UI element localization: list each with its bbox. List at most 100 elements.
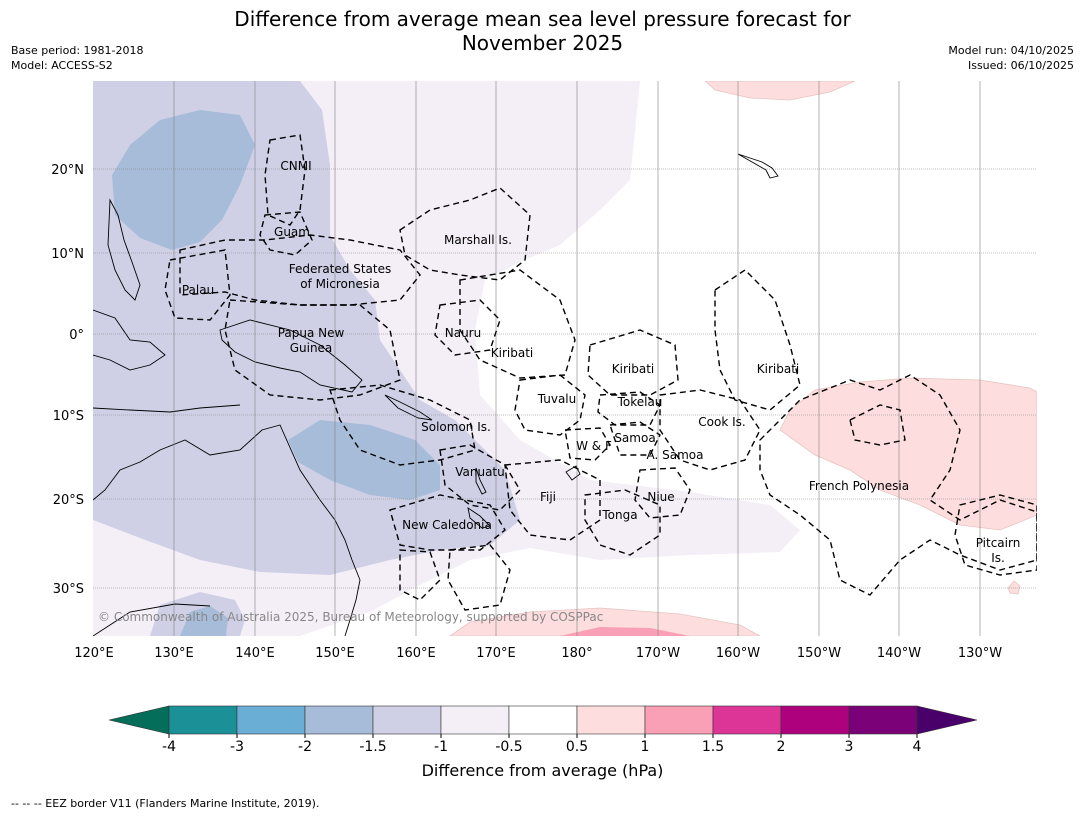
anomaly-field-plus-0.5-small: [1007, 580, 1021, 595]
anomaly-field-minus-1.5-north: [112, 110, 255, 250]
issued-date: Issued: 06/10/2025: [967, 59, 1074, 72]
lat-label-10n: 10°N: [51, 247, 84, 262]
label-pitcairn-line2: Is.: [991, 551, 1005, 565]
place-labels: CNMI Guam Marshall Is. Federated States …: [182, 159, 1020, 565]
label-kiribati-east: Kiribati: [757, 362, 799, 376]
label-samoa: Samoa: [614, 431, 655, 445]
colorbar-segment: [236, 705, 306, 735]
lon-label-130w: 130°W: [958, 646, 1002, 661]
lat-label-20s: 20°S: [53, 493, 84, 508]
anomaly-field-plus-1-south: [560, 627, 690, 636]
eez-cnmi: [264, 134, 306, 226]
eez-french-polynesia: [759, 374, 1037, 596]
label-tokelau: Tokelau: [617, 395, 663, 409]
meta-left: Base period: 1981-2018 Model: ACCESS-S2: [11, 43, 143, 73]
label-wallis-futuna: W & F: [576, 439, 612, 453]
eez-tuvalu: [514, 374, 586, 436]
label-niue: Niue: [647, 490, 674, 504]
base-period: Base period: 1981-2018: [11, 44, 144, 57]
philippines-coast: [107, 198, 141, 301]
eez-legend-note: -- -- -- EEZ border V11 (Flanders Marine…: [11, 797, 320, 810]
lon-label-170e: 170°E: [476, 646, 516, 661]
label-pitcairn-line1: Pitcairn: [976, 536, 1021, 550]
borneo-sulawesi-coast: [93, 309, 166, 371]
lon-label-150w: 150°W: [797, 646, 841, 661]
anomaly-field-minus-1.5-coral-sea: [288, 420, 440, 500]
eez-nauru: [434, 299, 501, 356]
meta-right: Model run: 04/10/2025 Issued: 06/10/2025: [948, 43, 1074, 73]
label-kiribati-west: Kiribati: [491, 346, 533, 360]
eez-niue: [634, 467, 691, 519]
eez-kiribati-central: [587, 329, 679, 396]
label-cook-islands: Cook Is.: [698, 415, 745, 429]
label-tuvalu: Tuvalu: [537, 392, 577, 406]
colorbar-segment: [712, 705, 782, 735]
lon-label-180: 180°: [561, 646, 592, 661]
colorbar-tick-label: -1.5: [359, 739, 386, 755]
colorbar-segment: [576, 705, 646, 735]
anomaly-field-plus-0.5-east: [779, 377, 1037, 531]
new-zealand-coast: [93, 603, 211, 636]
colorbar-tick-label: -4: [162, 739, 176, 755]
label-american-samoa: A. Samoa: [647, 448, 704, 462]
label-fsm-line1: Federated States: [289, 262, 391, 276]
eez-tonga: [584, 489, 661, 556]
label-solomon-islands: Solomon Is.: [421, 420, 491, 434]
anomaly-field-minus-1.5-south: [180, 606, 228, 636]
colorbar-segment: [168, 705, 238, 735]
colorbar-tick-label: 1.5: [702, 739, 724, 755]
label-nauru: Nauru: [445, 326, 481, 340]
label-kiribati-central: Kiribati: [612, 362, 654, 376]
colorbar-tick-label: 4: [913, 739, 922, 755]
lat-label-20n: 20°N: [51, 163, 84, 178]
map-area: CNMI Guam Marshall Is. Federated States …: [93, 81, 1037, 636]
copyright-notice: © Commonwealth of Australia 2025, Bureau…: [98, 610, 603, 624]
colorbar-tick-label: -0.5: [495, 739, 522, 755]
label-fiji: Fiji: [540, 490, 556, 504]
lat-label-0: 0°: [69, 328, 84, 343]
new-guinea-coast: [219, 319, 363, 393]
colorbar-segment: [304, 705, 374, 735]
lon-label-170w: 170°W: [636, 646, 680, 661]
new-caledonia-coast: [467, 507, 491, 529]
eez-lord-howe: [399, 549, 441, 601]
label-french-polynesia: French Polynesia: [809, 479, 909, 493]
colorbar-tick-label: -1: [434, 739, 448, 755]
label-png-line2: Guinea: [290, 341, 333, 355]
hawaii-coast: [737, 153, 779, 179]
lat-axis-labels: 20°N 10°N 0° 10°S 20°S 30°S: [51, 163, 84, 597]
lon-axis-labels: 120°E 130°E 140°E 150°E 160°E 170°E 180°…: [74, 646, 1002, 661]
eez-cook-islands: [659, 389, 761, 471]
anomaly-field-plus-0.5-south: [449, 607, 761, 636]
label-fsm-line2: of Micronesia: [300, 277, 380, 291]
colorbar-tick-label: 3: [845, 739, 854, 755]
colorbar-label: Difference from average (hPa): [421, 761, 664, 780]
fiji-coast: [565, 465, 581, 481]
colorbar-tick-label: 2: [777, 739, 786, 755]
eez-vanuatu: [439, 444, 521, 511]
colorbar-ticks: -4 -3 -2 -1.5 -1 -0.5 0.5 1 1.5 2 3 4: [162, 734, 922, 755]
eez-samoa: [609, 421, 661, 456]
timor-java-coast: [93, 404, 241, 413]
eez-png: [224, 299, 401, 401]
colorbar-tick-label: -3: [230, 739, 244, 755]
colorbar-tick-label: 1: [641, 739, 650, 755]
lon-label-140e: 140°E: [235, 646, 275, 661]
title-line-2: November 2025: [461, 31, 624, 55]
label-guam: Guam: [274, 225, 310, 239]
model-name: Model: ACCESS-S2: [11, 59, 113, 72]
label-marshall-islands: Marshall Is.: [444, 233, 512, 247]
colorbar-over-arrow: [916, 705, 978, 735]
title-line-1: Difference from average mean sea level p…: [234, 7, 851, 31]
lat-label-30s: 30°S: [53, 582, 84, 597]
colorbar-tick-label: 0.5: [566, 739, 588, 755]
eez-kiribati-west: [459, 269, 576, 379]
colorbar-boxes: [168, 705, 918, 735]
model-run: Model run: 04/10/2025: [948, 44, 1074, 57]
colorbar-segment: [508, 705, 578, 735]
label-png-line1: Papua New: [278, 326, 345, 340]
lon-label-140w: 140°W: [877, 646, 921, 661]
lon-label-160e: 160°E: [396, 646, 436, 661]
lat-label-10s: 10°S: [53, 409, 84, 424]
